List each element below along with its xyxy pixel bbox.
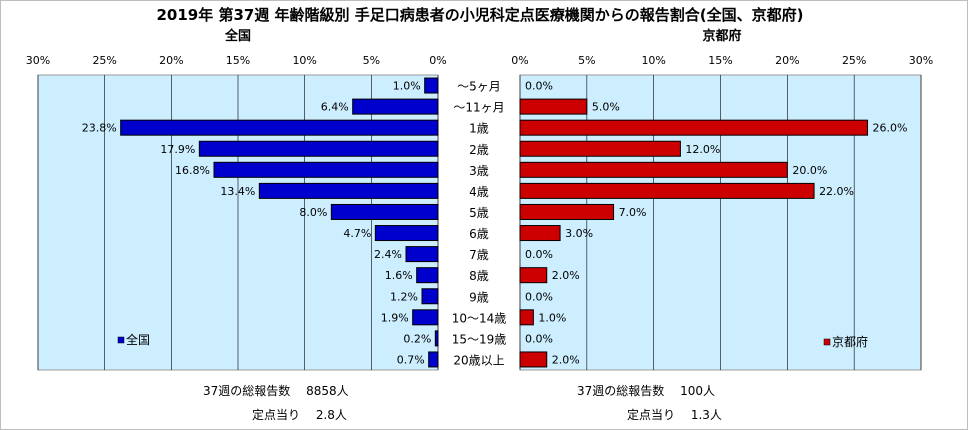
national-bar [434, 330, 439, 347]
kyoto-data-label: 0.0% [525, 248, 553, 261]
national-bar [352, 98, 439, 115]
kyoto-tick-label: 30% [909, 54, 933, 67]
national-tick-label: 10% [292, 54, 316, 67]
national-data-label: 1.2% [390, 290, 418, 303]
kyoto-bar [519, 98, 588, 115]
national-data-label: 0.7% [397, 353, 425, 366]
category-label: 10～14歳 [452, 311, 507, 325]
category-label: ～11ヶ月 [453, 101, 504, 115]
national-bar [258, 182, 439, 199]
national-bars: 1.0% 6.4% 23.8% 17.9% 16.8% 13.4% 8.0% 4.7%2.4%… [82, 77, 439, 368]
national-data-label: 17.9% [160, 143, 195, 156]
kyoto-data-label: 7.0% [619, 206, 647, 219]
kyoto-bar [519, 267, 548, 284]
category-label: 20歳以上 [453, 353, 504, 367]
national-bar [416, 267, 439, 284]
national-bar [198, 140, 439, 157]
kyoto-bar [519, 119, 869, 136]
kyoto-legend-swatch [823, 338, 831, 346]
national-bar [330, 203, 439, 220]
national-bar [421, 288, 439, 305]
kyoto-data-label: 0.0% [525, 332, 553, 345]
national-data-label: 16.8% [175, 164, 210, 177]
national-total-reports: 37週の総報告数 8858人 [203, 383, 349, 398]
category-label: 9歳 [469, 290, 489, 304]
national-bar [428, 351, 439, 368]
kyoto-tick-label: 0% [511, 54, 528, 67]
kyoto-bar [519, 182, 815, 199]
category-label: 15～19歳 [452, 332, 507, 346]
kyoto-data-label: 20.0% [792, 164, 827, 177]
national-axis-ticks: 0% 5% 10% 15% 20% 25% 30% [26, 54, 447, 67]
national-data-label: 2.4% [374, 248, 402, 261]
kyoto-bar [519, 161, 788, 178]
national-per-point: 定点当り 2.8人 [252, 407, 347, 422]
national-data-label: 4.7% [343, 227, 371, 240]
national-data-label: 1.9% [381, 311, 409, 324]
category-label: 7歳 [469, 248, 489, 262]
category-label: 6歳 [469, 227, 489, 241]
category-label: 5歳 [469, 206, 489, 220]
kyoto-data-label: 22.0% [819, 185, 854, 198]
national-tick-label: 15% [226, 54, 250, 67]
kyoto-bar [519, 225, 561, 242]
category-labels: ～5ヶ月 ～11ヶ月 1歳 2歳 3歳 4歳 5歳 6歳 7歳 8歳 9歳 10～14歳 15～19歳 2… [452, 80, 507, 368]
kyoto-data-label: 1.0% [538, 311, 566, 324]
kyoto-data-label: 5.0% [592, 101, 620, 114]
kyoto-bar [519, 351, 548, 368]
kyoto-bars: 0.0% 5.0% 26.0% 12.0% 20.0% 22.0% 7.0% 3.0% 0.0%… [519, 80, 908, 368]
national-data-label: 1.0% [393, 80, 421, 93]
national-data-label: 23.8% [82, 122, 117, 135]
kyoto-data-label: 12.0% [685, 143, 720, 156]
national-bar [424, 77, 439, 94]
national-subtitle: 全国 [224, 28, 251, 44]
national-tick-label: 25% [92, 54, 116, 67]
kyoto-per-point: 定点当り 1.3人 [627, 407, 722, 422]
chart-title: 2019年 第37週 年齢階級別 手足口病患者の小児科定点医療機関からの報告割合… [156, 6, 803, 24]
national-tick-label: 0% [429, 54, 446, 67]
kyoto-data-label: 2.0% [552, 353, 580, 366]
kyoto-axis-ticks: 0% 5% 10% 15% 20% 25% 30% [511, 54, 933, 67]
national-data-label: 0.2% [403, 332, 431, 345]
kyoto-tick-label: 10% [641, 54, 665, 67]
category-label: 8歳 [469, 269, 489, 283]
category-label: ～5ヶ月 [457, 80, 501, 94]
national-data-label: 1.6% [385, 269, 413, 282]
national-legend-swatch [117, 336, 125, 344]
national-data-label: 13.4% [220, 185, 255, 198]
kyoto-bar [519, 203, 615, 220]
kyoto-data-label: 3.0% [565, 227, 593, 240]
national-bar [213, 161, 439, 178]
kyoto-subtitle: 京都府 [702, 28, 741, 44]
kyoto-bar [519, 140, 681, 157]
kyoto-data-label: 2.0% [552, 269, 580, 282]
national-legend: 全国 [117, 332, 150, 347]
national-bar [120, 119, 439, 136]
category-label: 3歳 [469, 164, 489, 178]
national-bar [405, 246, 439, 263]
category-label: 1歳 [469, 122, 489, 136]
kyoto-data-label: 0.0% [525, 290, 553, 303]
national-bar [412, 309, 439, 326]
category-label: 2歳 [469, 143, 489, 157]
category-label: 4歳 [469, 185, 489, 199]
kyoto-data-label: 26.0% [873, 122, 908, 135]
national-bar [374, 225, 439, 242]
kyoto-total-reports: 37週の総報告数 100人 [577, 383, 715, 398]
kyoto-data-label: 0.0% [525, 80, 553, 93]
kyoto-tick-label: 20% [775, 54, 799, 67]
national-data-label: 6.4% [321, 101, 349, 114]
kyoto-tick-label: 15% [708, 54, 732, 67]
kyoto-tick-label: 5% [578, 54, 595, 67]
national-tick-label: 20% [159, 54, 183, 67]
national-tick-label: 30% [26, 54, 50, 67]
national-data-label: 8.0% [299, 206, 327, 219]
kyoto-legend: 京都府 [823, 334, 868, 349]
kyoto-legend-label: 京都府 [832, 334, 868, 349]
national-tick-label: 5% [363, 54, 380, 67]
kyoto-tick-label: 25% [842, 54, 866, 67]
kyoto-bar [519, 309, 534, 326]
national-legend-label: 全国 [126, 332, 150, 347]
